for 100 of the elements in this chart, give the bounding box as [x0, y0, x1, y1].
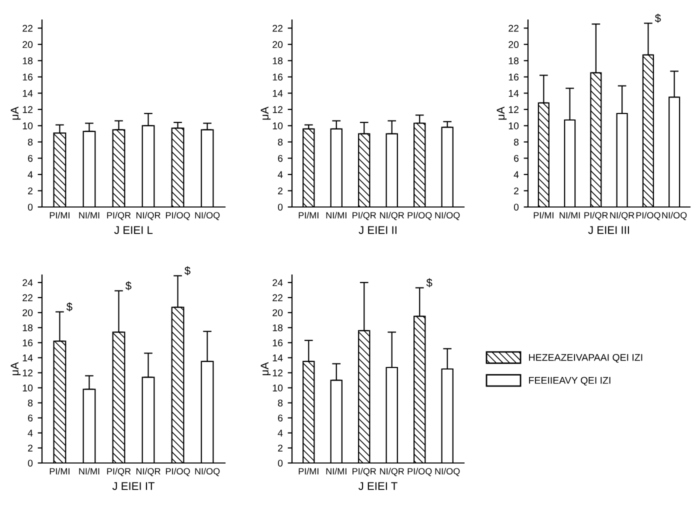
y-tick-label: 18 — [22, 57, 33, 64]
y-tick-label: 8 — [278, 138, 283, 146]
x-tick-label: NI/OQ — [435, 468, 460, 476]
y-tick-label: 2 — [28, 444, 32, 452]
x-tick-label: PI/MI — [50, 212, 70, 218]
y-tick-label: 6 — [514, 154, 519, 162]
y-tick-label: 24 — [272, 279, 283, 286]
y-tick-label: 18 — [508, 57, 519, 64]
y-tick-label: 18 — [272, 324, 283, 332]
x-tick-label: NI/MI — [560, 212, 580, 218]
x-tick-label: PI/MI — [298, 468, 318, 474]
y-axis-title: μA — [496, 106, 507, 120]
y-tick-label: 6 — [278, 154, 283, 162]
y-tick-label: 16 — [272, 339, 283, 346]
y-tick-label: 14 — [22, 90, 33, 97]
y-tick-label: 2 — [514, 187, 518, 194]
y-tick-label: 0 — [278, 460, 283, 467]
x-tick-label: NI/MI — [326, 468, 346, 474]
y-tick-label: 0 — [514, 204, 519, 211]
x-tick-label: NI/OQ — [435, 212, 460, 220]
y-axis-title: μA — [260, 106, 271, 120]
x-tick-label: PI/OQ — [166, 468, 190, 476]
y-tick-label: 4 — [278, 171, 283, 178]
y-tick-label: 4 — [28, 430, 33, 436]
y-tick-label: 10 — [272, 384, 283, 392]
y-tick-label: 12 — [272, 106, 282, 113]
y-tick-label: 22 — [22, 294, 32, 302]
y-tick-label: 18 — [272, 57, 283, 64]
annotation: $ — [66, 302, 72, 312]
y-tick-label: 22 — [508, 24, 518, 32]
y-tick-label: 8 — [278, 400, 283, 406]
y-axis-title: μA — [260, 362, 271, 376]
x-tick-label: NI/MI — [79, 468, 100, 474]
annotation: $ — [426, 278, 432, 288]
y-tick-label: 22 — [272, 294, 282, 302]
y-tick-label: 6 — [28, 154, 33, 162]
y-tick-label: 22 — [272, 24, 282, 32]
y-tick-label: 24 — [22, 279, 33, 286]
x-tick-label: NI/OQ — [195, 212, 220, 220]
x-tick-label: PI/QR — [352, 212, 376, 220]
y-tick-label: 0 — [278, 204, 283, 211]
y-tick-label: 14 — [272, 354, 283, 362]
y-tick-label: 4 — [514, 171, 519, 178]
y-tick-label: 6 — [278, 414, 283, 422]
y-tick-label: 8 — [28, 400, 33, 406]
y-tick-label: 10 — [22, 122, 33, 130]
x-tick-label: NI/QR — [136, 212, 160, 220]
x-tick-label: PI/MI — [298, 212, 318, 218]
y-tick-label: 20 — [22, 41, 33, 48]
y-tick-label: 12 — [22, 106, 32, 113]
y-tick-label: 18 — [22, 324, 33, 332]
x-tick-label: NI/OQ — [662, 212, 687, 220]
y-tick-label: 16 — [22, 74, 33, 81]
x-axis-title: J EIEI IT — [112, 482, 155, 490]
x-tick-label: PI/OQ — [408, 468, 432, 476]
y-tick-label: 4 — [28, 171, 33, 178]
y-tick-label: 12 — [508, 106, 518, 113]
y-tick-label: 16 — [22, 339, 33, 346]
y-tick-label: 4 — [278, 430, 283, 436]
x-tick-label: PI/QR — [107, 468, 131, 476]
y-tick-label: 2 — [28, 187, 32, 194]
y-tick-label: 20 — [508, 41, 519, 48]
annotation: $ — [184, 266, 190, 276]
y-axis-title: μA — [10, 106, 21, 120]
y-tick-label: 10 — [272, 122, 283, 130]
x-tick-label: NI/MI — [79, 212, 100, 218]
x-tick-label: NI/QR — [136, 468, 160, 476]
y-tick-label: 20 — [272, 309, 283, 316]
x-tick-label: PI/OQ — [636, 212, 660, 220]
y-tick-label: 20 — [272, 41, 283, 48]
legend-label: FEEIIEAVY QEI IZI — [529, 376, 610, 386]
annotation: $ — [654, 14, 661, 23]
x-tick-label: PI/MI — [50, 468, 70, 474]
x-tick-label: NI/MI — [326, 212, 346, 218]
x-tick-label: PI/MI — [534, 212, 554, 218]
y-tick-label: 14 — [272, 90, 283, 97]
annotation: $ — [125, 281, 132, 290]
x-axis-title: J EIEI L — [114, 226, 153, 234]
x-tick-label: PI/OQ — [408, 212, 432, 220]
y-tick-label: 14 — [22, 354, 33, 362]
y-tick-label: 0 — [28, 204, 33, 211]
x-tick-label: NI/QR — [380, 468, 404, 476]
y-tick-label: 12 — [22, 369, 32, 376]
x-tick-label: PI/QR — [352, 468, 376, 476]
y-tick-label: 0 — [28, 460, 33, 467]
x-tick-label: PI/OQ — [166, 212, 190, 220]
x-tick-label: NI/QR — [380, 212, 404, 220]
legend-label: HEZEAZEIVAPAAI QEI IZI — [529, 354, 642, 363]
x-tick-label: NI/QR — [610, 212, 634, 220]
x-tick-label: NI/OQ — [195, 468, 220, 476]
y-tick-label: 16 — [508, 74, 519, 81]
x-tick-label: PI/QR — [107, 212, 131, 220]
y-tick-label: 12 — [272, 369, 282, 376]
x-axis-title: J EIEI T — [358, 482, 398, 490]
y-axis-title: μA — [10, 362, 21, 376]
y-tick-label: 14 — [508, 90, 519, 97]
y-tick-label: 8 — [514, 138, 519, 146]
x-axis-title: J EIEI II — [358, 226, 396, 234]
y-tick-label: 6 — [28, 414, 33, 422]
y-tick-label: 10 — [22, 384, 33, 392]
